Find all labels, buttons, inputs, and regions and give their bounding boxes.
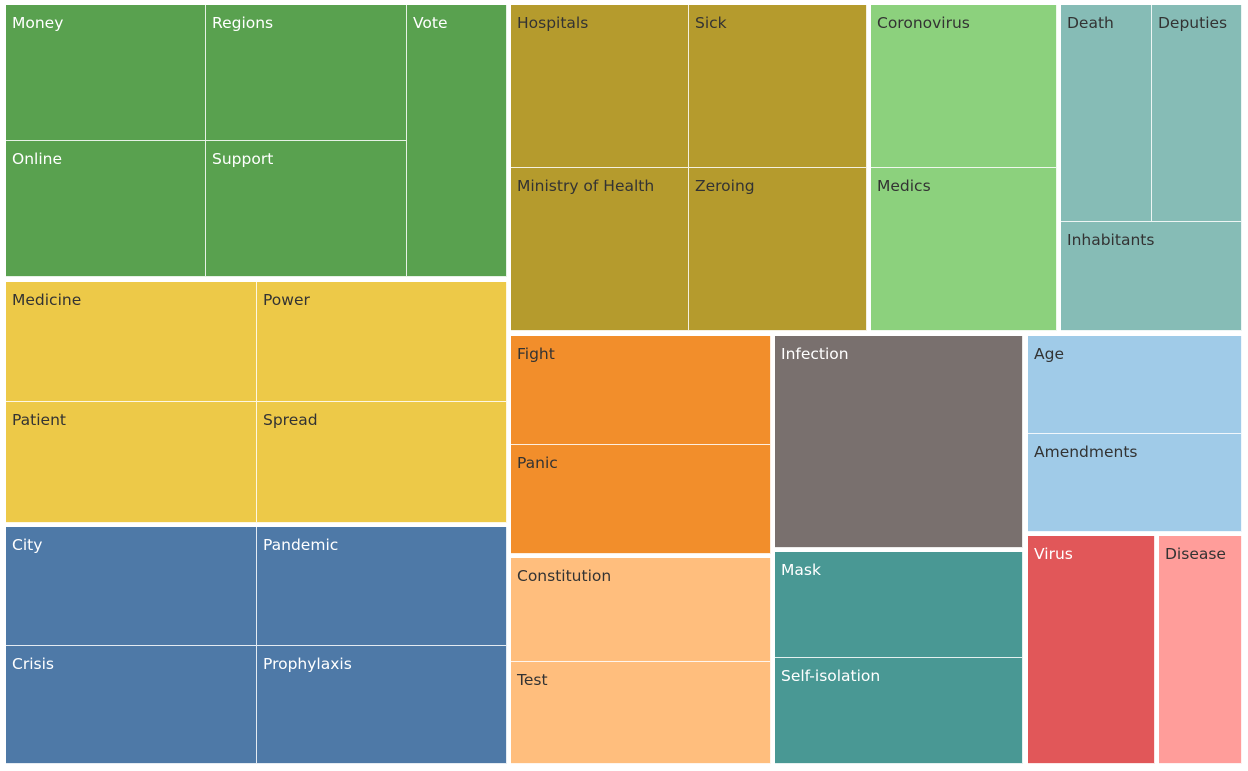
treemap-cell-label: Ministry of Health: [517, 177, 655, 195]
treemap-cell-city[interactable]: City: [6, 527, 257, 646]
treemap-cell-label: Support: [212, 150, 274, 168]
treemap-cell-test[interactable]: Test: [511, 662, 771, 764]
treemap-cell-label: Mask: [781, 561, 821, 579]
treemap-cell-label: Hospitals: [517, 14, 589, 32]
treemap-cell-sick[interactable]: Sick: [689, 5, 867, 168]
treemap-cell-label: Inhabitants: [1067, 231, 1155, 249]
treemap-cell-label: City: [12, 536, 43, 554]
treemap-cell-label: Self-isolation: [781, 667, 881, 685]
treemap-cell-label: Patient: [12, 411, 66, 429]
treemap-cell-patient[interactable]: Patient: [6, 402, 257, 523]
treemap-cell-label: Panic: [517, 454, 558, 472]
treemap-cell-prophylaxis[interactable]: Prophylaxis: [257, 646, 507, 764]
treemap-cell-label: Spread: [263, 411, 318, 429]
treemap-cell-fight[interactable]: Fight: [511, 336, 771, 445]
treemap-cell-crisis[interactable]: Crisis: [6, 646, 257, 764]
treemap-cell-money[interactable]: Money: [6, 5, 206, 141]
treemap-cell-label: Online: [12, 150, 62, 168]
treemap-cell-online[interactable]: Online: [6, 141, 206, 277]
treemap-cell-self-isolation[interactable]: Self-isolation: [775, 658, 1023, 764]
treemap-cell-label: Prophylaxis: [263, 655, 352, 673]
treemap-cell-ministry-of-health[interactable]: Ministry of Health: [511, 168, 689, 331]
treemap-cell-label: Test: [517, 671, 548, 689]
treemap-cell-virus[interactable]: Virus: [1028, 536, 1155, 764]
treemap-cell-support[interactable]: Support: [206, 141, 407, 277]
treemap-cell-zeroing[interactable]: Zeroing: [689, 168, 867, 331]
treemap-cell-medics[interactable]: Medics: [871, 168, 1057, 331]
treemap-cell-label: Deputies: [1158, 14, 1228, 32]
treemap-cell-label: Regions: [212, 14, 274, 32]
treemap-cell-label: Fight: [517, 345, 555, 363]
treemap-cell-label: Disease: [1165, 545, 1226, 563]
treemap-cell-constitution[interactable]: Constitution: [511, 558, 771, 662]
treemap-cell-inhabitants[interactable]: Inhabitants: [1061, 222, 1242, 331]
treemap-cell-power[interactable]: Power: [257, 282, 507, 402]
treemap-cell-label: Constitution: [517, 567, 612, 585]
treemap-cell-label: Zeroing: [695, 177, 755, 195]
treemap-cell-label: Sick: [695, 14, 727, 32]
treemap-cell-age[interactable]: Age: [1028, 336, 1242, 434]
treemap-cell-disease[interactable]: Disease: [1159, 536, 1242, 764]
treemap-cell-vote[interactable]: Vote: [407, 5, 507, 277]
treemap-cell-label: Vote: [413, 14, 448, 32]
treemap-cell-death[interactable]: Death: [1061, 5, 1152, 222]
treemap-cell-label: Medicine: [12, 291, 82, 309]
treemap-cell-infection[interactable]: Infection: [775, 336, 1023, 548]
treemap-cell-label: Coronovirus: [877, 14, 970, 32]
treemap-cell-label: Crisis: [12, 655, 54, 673]
treemap-cell-label: Power: [263, 291, 310, 309]
treemap-cell-label: Infection: [781, 345, 849, 363]
treemap-cell-label: Money: [12, 14, 64, 32]
treemap-cell-pandemic[interactable]: Pandemic: [257, 527, 507, 646]
treemap-cell-amendments[interactable]: Amendments: [1028, 434, 1242, 532]
treemap-cell-label: Death: [1067, 14, 1114, 32]
treemap-cell-label: Pandemic: [263, 536, 339, 554]
treemap-cell-label: Virus: [1034, 545, 1073, 563]
treemap-cell-coronovirus[interactable]: Coronovirus: [871, 5, 1057, 168]
treemap-cell-deputies[interactable]: Deputies: [1152, 5, 1242, 222]
treemap-cell-regions[interactable]: Regions: [206, 5, 407, 141]
treemap-cell-spread[interactable]: Spread: [257, 402, 507, 523]
treemap-cell-mask[interactable]: Mask: [775, 552, 1023, 658]
treemap-cell-panic[interactable]: Panic: [511, 445, 771, 554]
treemap-cell-medicine[interactable]: Medicine: [6, 282, 257, 402]
treemap-cell-label: Amendments: [1034, 443, 1138, 461]
treemap-cell-hospitals[interactable]: Hospitals: [511, 5, 689, 168]
treemap-cell-label: Medics: [877, 177, 931, 195]
treemap-cell-label: Age: [1034, 345, 1064, 363]
